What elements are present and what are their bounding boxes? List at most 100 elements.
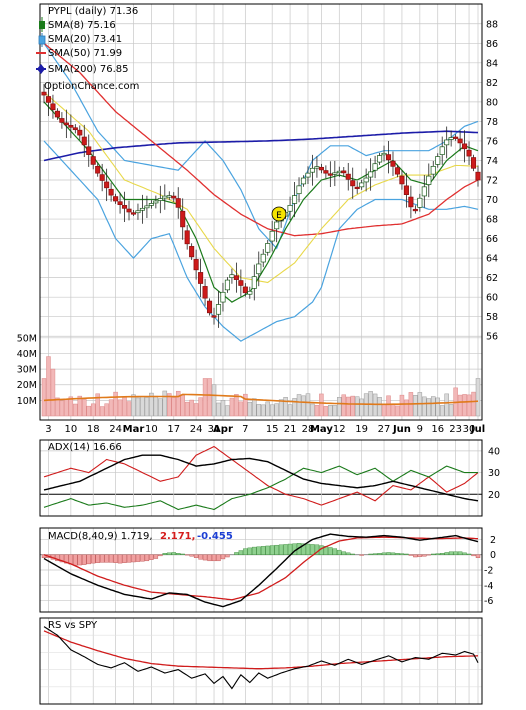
rs-header: RS vs SPY xyxy=(48,620,98,631)
macd-histogram-bar xyxy=(208,555,212,561)
macd-header: MACD(8,40,9) 1.719, 2.171, -0.455 xyxy=(48,531,233,542)
volume-bar xyxy=(315,405,319,416)
volume-bar xyxy=(355,397,359,416)
macd-histogram-bar xyxy=(257,547,261,555)
candle-body xyxy=(212,316,216,318)
candle-body xyxy=(306,173,310,177)
candle-body xyxy=(404,186,408,195)
volume-bar xyxy=(261,405,265,416)
volume-bar xyxy=(266,402,270,416)
date-tick-label: 3 xyxy=(45,424,51,435)
candle-body xyxy=(351,181,355,186)
candle-body xyxy=(113,197,117,201)
volume-bar xyxy=(472,392,476,416)
volume-bar xyxy=(400,395,404,416)
earnings-marker-label: E xyxy=(276,211,282,221)
macd-histogram-bar xyxy=(114,555,118,563)
volume-bar xyxy=(431,397,435,416)
price-tick-label: 82 xyxy=(486,78,498,89)
volume-bar xyxy=(91,404,95,416)
candle-body xyxy=(55,111,59,117)
candle-body xyxy=(418,198,422,207)
candle-body xyxy=(234,276,238,280)
candle-body xyxy=(127,209,131,212)
grid-layer xyxy=(40,4,482,704)
candle-body xyxy=(140,208,144,210)
candle-body xyxy=(319,167,323,170)
date-tick-label: Jul xyxy=(470,424,485,435)
candle-body xyxy=(310,168,314,172)
candle-body xyxy=(172,196,176,198)
volume-bar xyxy=(391,404,395,416)
macd-histogram-bar xyxy=(279,545,283,555)
candle-body xyxy=(73,128,77,130)
volume-bar xyxy=(114,392,118,416)
price-tick-label: 72 xyxy=(486,176,498,187)
volume-bar xyxy=(378,397,382,416)
volume-tick-label: 50M xyxy=(17,333,37,344)
volume-bar xyxy=(118,400,122,416)
candle-body xyxy=(136,211,140,213)
date-tick-label: 21 xyxy=(284,424,297,435)
volume-bar xyxy=(158,399,162,416)
volume-bar xyxy=(319,394,323,416)
macd-histogram-bar xyxy=(73,555,77,566)
candle-body xyxy=(270,231,274,241)
volume-bar xyxy=(279,400,283,416)
adx-tick-label: 20 xyxy=(488,490,500,501)
volume-bar xyxy=(51,369,55,416)
date-tick-label: 9 xyxy=(417,424,423,435)
volume-bar xyxy=(449,404,453,416)
earnings-marker[interactable]: E xyxy=(272,207,286,221)
candle-body xyxy=(69,125,73,127)
volume-bar xyxy=(100,407,104,416)
macd-histogram-bar xyxy=(172,552,176,554)
macd-histogram-bar xyxy=(436,554,440,555)
volume-bar xyxy=(208,378,212,416)
volume-bar xyxy=(221,400,225,416)
candle-body xyxy=(266,243,270,252)
price-tick-label: 76 xyxy=(486,136,498,147)
candle-body xyxy=(225,280,229,290)
volume-bar xyxy=(302,396,306,416)
volume-tick-label: 10M xyxy=(17,396,37,407)
date-tick-label: Mar xyxy=(123,424,145,435)
volume-bar xyxy=(55,398,59,416)
candle-body xyxy=(359,183,363,187)
candle-body xyxy=(364,178,368,182)
macd-histogram-bar xyxy=(140,555,144,561)
volume-bar xyxy=(333,405,337,416)
candle-body xyxy=(377,156,381,163)
candle-body xyxy=(109,189,113,195)
candle-body xyxy=(471,158,475,169)
candle-body xyxy=(257,264,261,274)
volume-bar xyxy=(46,357,50,416)
macd-histogram-bar xyxy=(234,552,238,554)
candle-body xyxy=(346,174,350,179)
price-tick-label: 74 xyxy=(486,156,498,167)
volume-bar xyxy=(404,400,408,416)
volume-bar xyxy=(212,385,216,416)
macd-histogram-bar xyxy=(194,555,198,558)
candle-body xyxy=(95,166,99,173)
bollinger-lower-line xyxy=(44,141,478,341)
price-tick-label: 64 xyxy=(486,254,498,265)
blue-diamond-icon xyxy=(36,64,46,74)
volume-bar xyxy=(73,404,77,416)
macd-histogram-bar xyxy=(328,547,332,554)
macd-histogram-bar xyxy=(78,555,82,565)
volume-bar xyxy=(270,405,274,416)
rs-panel-frame xyxy=(40,618,482,704)
volume-bar xyxy=(297,394,301,416)
candle-body xyxy=(131,213,135,215)
volume-bar xyxy=(109,400,113,416)
price-legend: PYPL (daily) 71.36 SMA(8) 75.16 SMA(20) … xyxy=(44,6,139,92)
legend-sma20-label: SMA(20) 73.41 xyxy=(48,34,122,45)
macd-histogram-bar xyxy=(472,555,476,556)
date-tick-label: 24 xyxy=(109,424,122,435)
candle-body xyxy=(87,147,91,155)
macd-histogram-bar xyxy=(342,552,346,555)
candle-body xyxy=(181,211,185,227)
candle-body xyxy=(453,137,457,139)
